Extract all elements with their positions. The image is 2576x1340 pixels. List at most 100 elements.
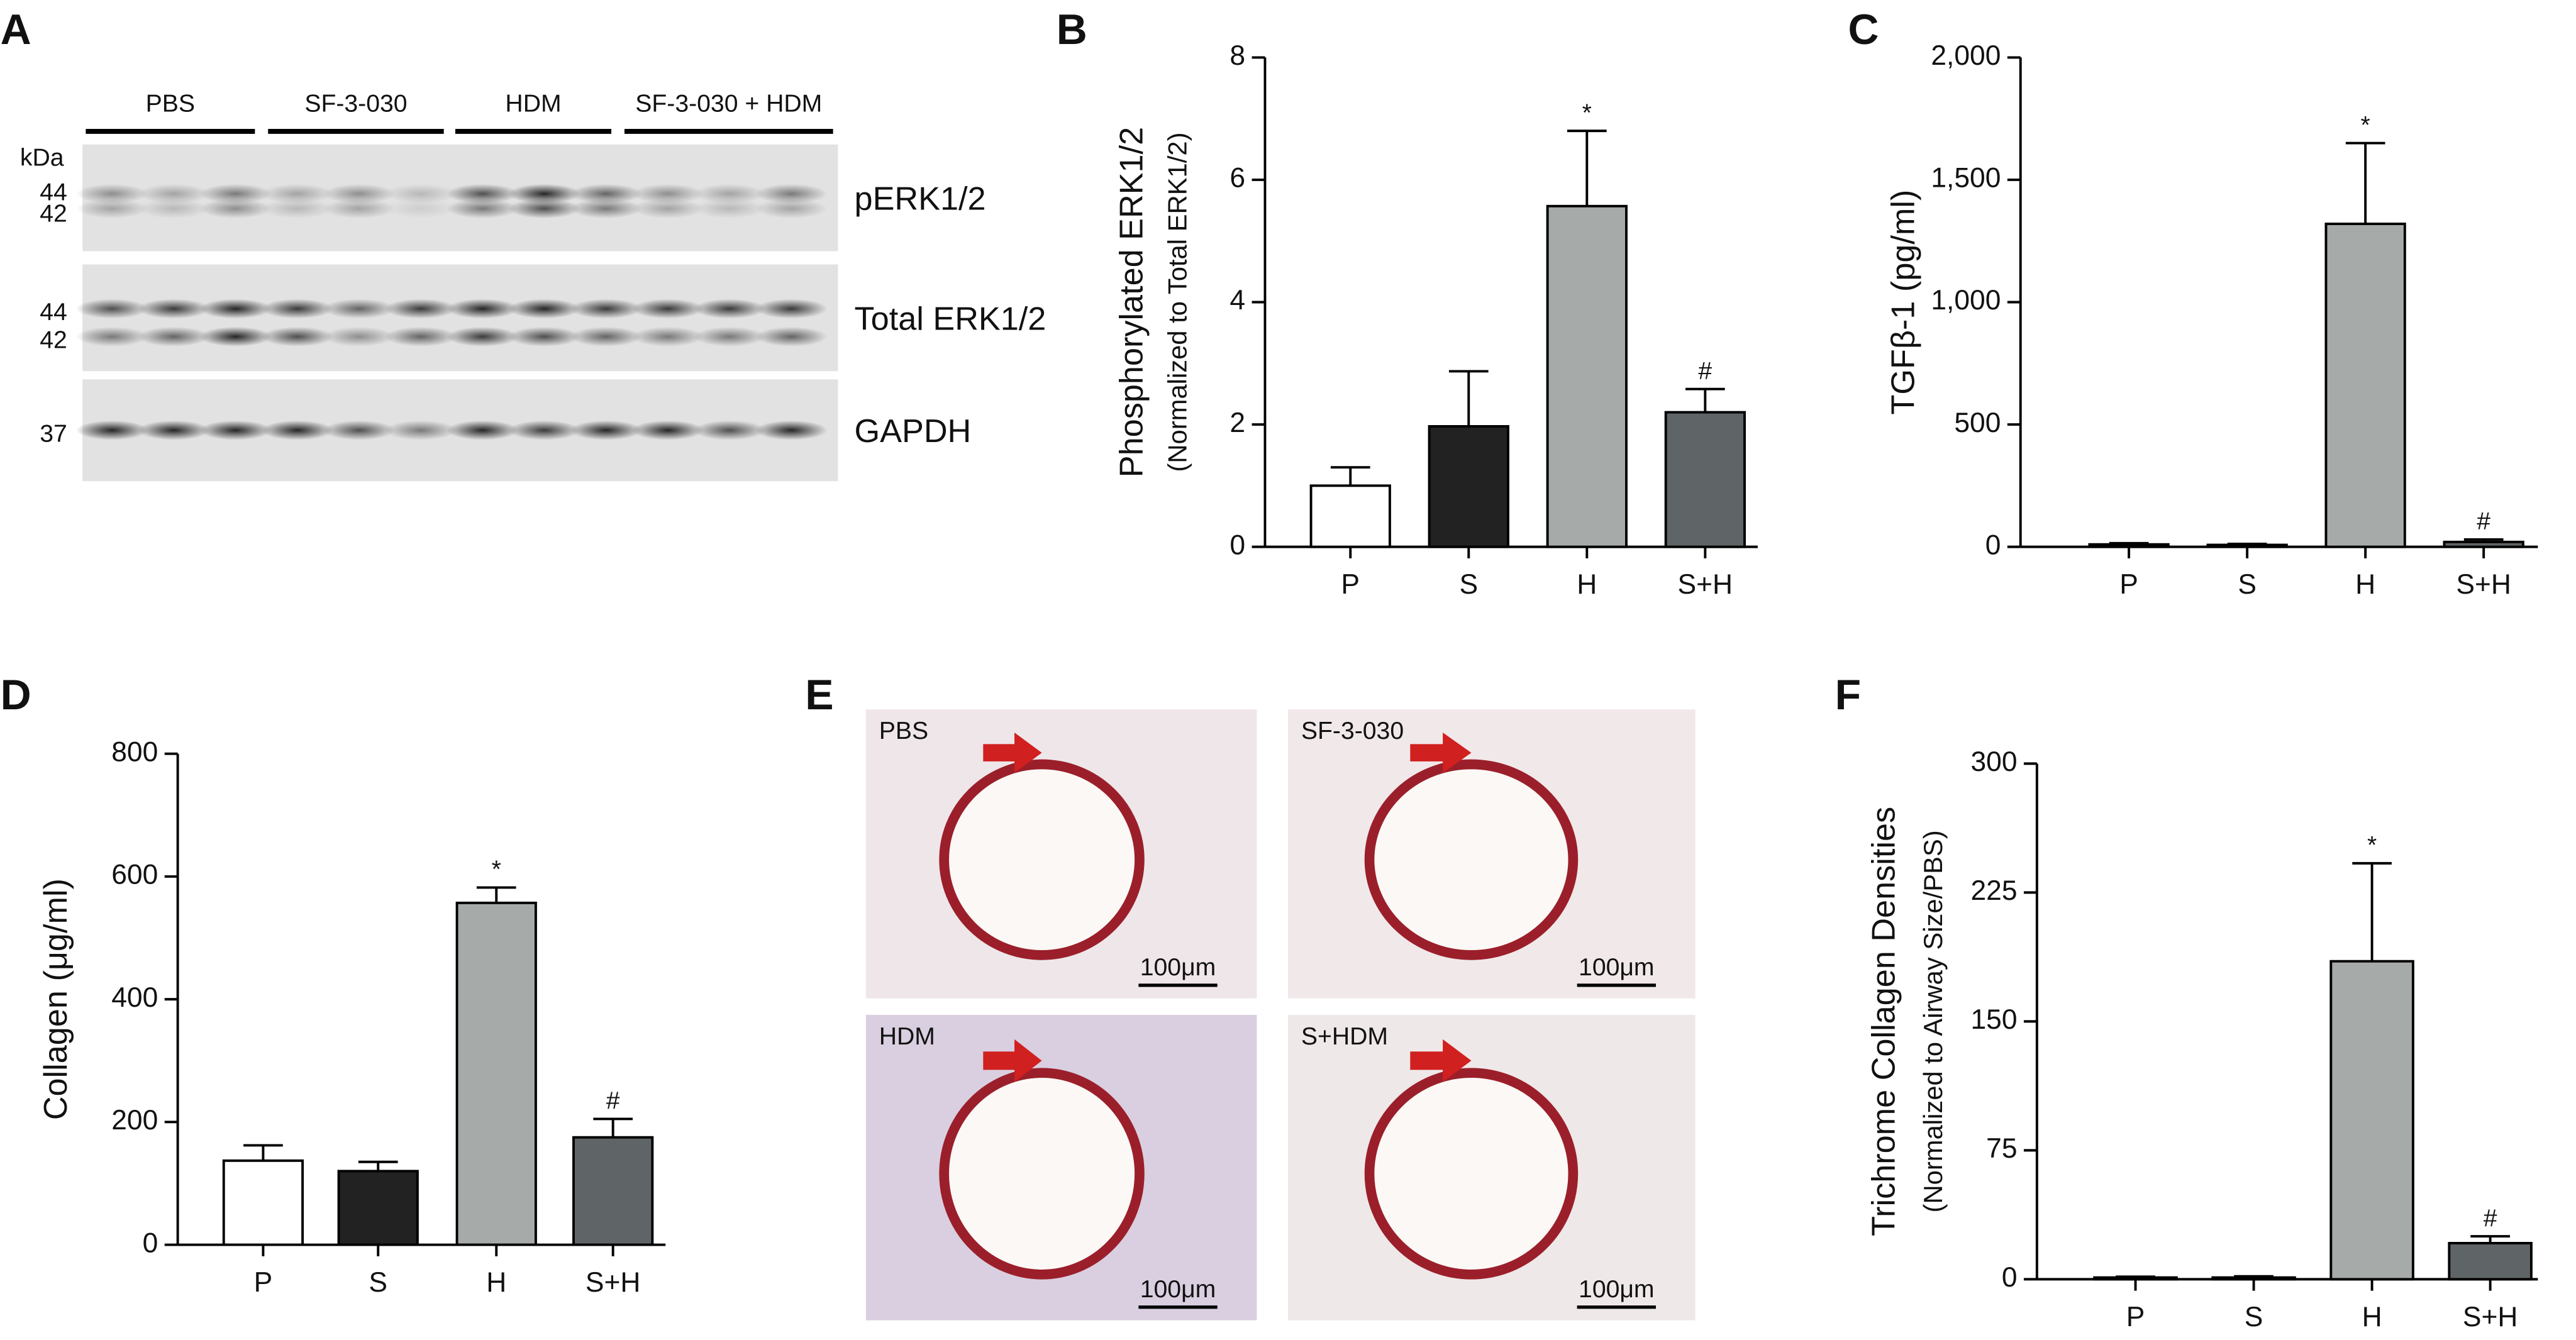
y-tick-label: 8 — [1230, 40, 1245, 71]
blot-band — [446, 184, 519, 204]
y-tick-label: 800 — [111, 736, 158, 767]
y-tick-label: 400 — [111, 982, 158, 1013]
blot-band — [199, 299, 272, 319]
blot-band — [199, 184, 272, 204]
row-label: GAPDH — [855, 413, 972, 450]
marker-label: 42 — [40, 200, 67, 227]
marker-label: 44 — [40, 179, 67, 206]
blot-band — [755, 184, 828, 204]
x-tick-label: H — [2362, 1302, 2382, 1332]
y-tick-label: 4 — [1230, 285, 1245, 316]
arrow — [983, 732, 1042, 773]
airway — [1364, 759, 1579, 960]
y-tick-label: 500 — [1954, 407, 2001, 438]
bar — [455, 901, 537, 1246]
blot-band — [323, 184, 396, 204]
annotation: # — [2484, 1205, 2497, 1232]
bar — [2206, 543, 2288, 548]
bar — [2329, 960, 2414, 1281]
annotation: # — [1698, 358, 1712, 385]
blot-band — [323, 420, 396, 440]
x-tick-label: S+H — [2456, 569, 2511, 600]
bar — [572, 1136, 654, 1246]
group-label: PBS — [146, 90, 195, 117]
arrow — [983, 1039, 1042, 1082]
y-tick-label: 2,000 — [1931, 40, 2001, 71]
arrow — [1410, 732, 1472, 773]
x-tick-label: P — [254, 1267, 273, 1298]
bar — [2093, 1276, 2178, 1281]
bar — [222, 1159, 304, 1246]
blot-band — [631, 299, 704, 319]
bar — [2324, 223, 2406, 548]
y-axis-label: Phosphorylated ERK1/2 — [1113, 127, 1150, 477]
blot-band — [693, 184, 766, 204]
arrow — [1410, 1039, 1472, 1082]
y-axis-label: Collagen (μg/ml) — [38, 878, 74, 1120]
unit-label: kDa — [20, 145, 64, 172]
blot-band — [137, 326, 210, 347]
group-label: SF-3-030 + HDM — [635, 90, 822, 117]
x-tick-label: P — [2126, 1302, 2145, 1332]
blot-band — [137, 184, 210, 204]
y-tick-label: 225 — [1970, 875, 2017, 906]
x-tick-label: S — [369, 1267, 387, 1298]
annotation: # — [606, 1088, 620, 1115]
y-tick-label: 0 — [2002, 1262, 2018, 1293]
blot-band — [755, 420, 828, 440]
blot-band — [384, 184, 457, 204]
annotation: * — [2367, 832, 2377, 859]
airway — [939, 1068, 1145, 1280]
bar — [1428, 425, 1509, 548]
panel-label: F — [1835, 672, 1861, 719]
x-tick-label: P — [2119, 569, 2138, 600]
blot-band — [693, 198, 766, 219]
blot-band — [446, 326, 519, 347]
blot-band — [137, 420, 210, 440]
blot-band — [323, 299, 396, 319]
bar — [2211, 1276, 2296, 1281]
blot-band — [631, 420, 704, 440]
scale-text: 100μm — [1579, 954, 1655, 981]
x-tick-label: S — [2238, 569, 2257, 600]
x-tick-label: H — [486, 1267, 506, 1298]
blot-band — [693, 326, 766, 347]
blot-band — [446, 198, 519, 219]
x-tick-label: S — [2245, 1302, 2263, 1332]
blot-band — [384, 420, 457, 440]
marker-label: 44 — [40, 299, 67, 326]
y-tick-label: 6 — [1230, 163, 1245, 194]
y-tick-label: 0 — [143, 1227, 158, 1258]
bar — [2088, 543, 2170, 548]
scale-text: 100μm — [1579, 1276, 1655, 1303]
blot-band — [755, 198, 828, 219]
y-axis-sublabel: (Normalized to Total ERK1/2) — [1163, 132, 1192, 472]
blot-band — [75, 326, 148, 347]
scale-text: 100μm — [1140, 1276, 1216, 1303]
blot-band — [570, 198, 643, 219]
panel-label: A — [1, 6, 31, 53]
panel-label: C — [1848, 6, 1879, 53]
y-tick-label: 200 — [111, 1105, 158, 1136]
blot-band — [570, 326, 643, 347]
blot-band — [261, 198, 334, 219]
blot-band — [755, 299, 828, 319]
blot-band — [75, 184, 148, 204]
y-tick-label: 300 — [1970, 746, 2017, 777]
row-label: Total ERK1/2 — [855, 301, 1046, 337]
y-tick-label: 0 — [1985, 529, 2001, 560]
scale-text: 100μm — [1140, 954, 1216, 981]
blot-band — [384, 198, 457, 219]
blot-band — [261, 184, 334, 204]
blot-band — [199, 420, 272, 440]
bar — [2443, 540, 2524, 548]
group-label: SF-3-030 — [304, 90, 407, 117]
blot-band — [446, 420, 519, 440]
blot-band — [631, 326, 704, 347]
blot-band — [261, 299, 334, 319]
x-tick-label: S+H — [1678, 569, 1733, 600]
bar — [1546, 204, 1628, 548]
blot-band — [570, 299, 643, 319]
blot-band — [631, 184, 704, 204]
x-tick-label: H — [1577, 569, 1597, 600]
